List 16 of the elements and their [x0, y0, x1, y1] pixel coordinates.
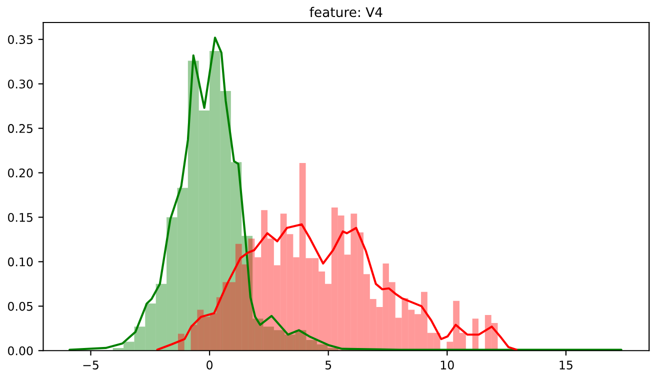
y-tick-label: 0.00 [8, 346, 33, 356]
line-series [68, 36, 622, 351]
y-tick-label: 0.10 [8, 257, 33, 266]
y-tick-label: 0.25 [8, 124, 32, 133]
y-tick-label: 0.05 [8, 302, 32, 311]
x-tick-label: −5 [83, 360, 98, 370]
chart-title: feature: V4 [310, 6, 382, 18]
y-tick-label: 0.30 [8, 80, 33, 89]
line-series [156, 223, 518, 351]
x-tick-label: 15 [560, 360, 572, 370]
x-tick-label: 5 [326, 360, 332, 370]
y-tick-label: 0.15 [8, 212, 32, 222]
y-tick-label: 0.35 [8, 35, 32, 44]
x-tick-label: 0 [206, 360, 213, 370]
x-tick-label: 10 [440, 360, 454, 370]
y-tick-label: 0.20 [8, 168, 33, 178]
